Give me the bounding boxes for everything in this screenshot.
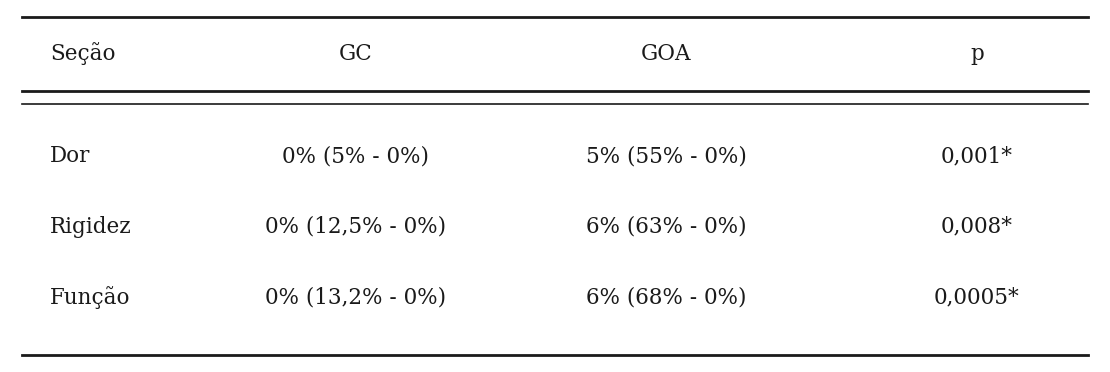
Text: GOA: GOA	[640, 43, 692, 65]
Text: Dor: Dor	[50, 145, 90, 167]
Text: 0,008*: 0,008*	[941, 216, 1012, 238]
Text: 0% (13,2% - 0%): 0% (13,2% - 0%)	[264, 286, 446, 309]
Text: 6% (68% - 0%): 6% (68% - 0%)	[586, 286, 746, 309]
Text: GC: GC	[339, 43, 372, 65]
Text: 0,0005*: 0,0005*	[934, 286, 1020, 309]
Text: p: p	[970, 43, 983, 65]
Text: 6% (63% - 0%): 6% (63% - 0%)	[586, 216, 746, 238]
Text: Função: Função	[50, 286, 131, 309]
Text: 0,001*: 0,001*	[941, 145, 1012, 167]
Text: Rigidez: Rigidez	[50, 216, 132, 238]
Text: 0% (12,5% - 0%): 0% (12,5% - 0%)	[264, 216, 446, 238]
Text: Seção: Seção	[50, 42, 115, 65]
Text: 0% (5% - 0%): 0% (5% - 0%)	[282, 145, 428, 167]
Text: 5% (55% - 0%): 5% (55% - 0%)	[586, 145, 746, 167]
